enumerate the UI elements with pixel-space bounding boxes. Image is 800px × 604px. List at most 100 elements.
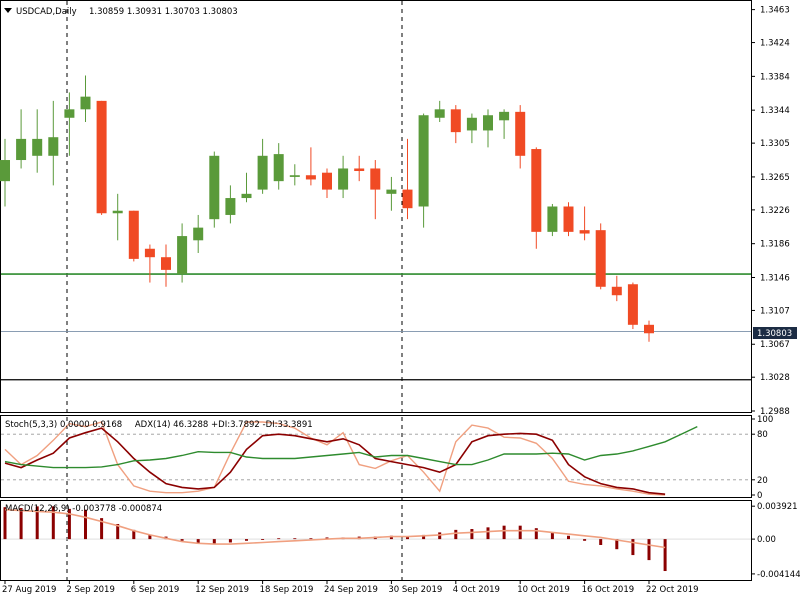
macd-bar (84, 509, 87, 540)
candle-body (64, 109, 75, 118)
candle (161, 244, 171, 287)
macd-bar (309, 538, 313, 540)
candle-body (225, 198, 236, 215)
candle (0, 138, 10, 207)
macd-bar (518, 525, 522, 540)
macd-bar (19, 508, 23, 540)
macd-bar (470, 529, 474, 540)
macd-tick-label: 0.00 (757, 535, 776, 545)
candle-body (370, 168, 381, 190)
macd-bar (196, 539, 200, 544)
candles (0, 75, 654, 342)
candle-body (48, 137, 59, 156)
candle (64, 92, 75, 156)
stoch-tick-label: 0 (757, 491, 762, 501)
candle-body (402, 189, 413, 209)
macd-label: MACD(12,26,9) -0.003778 -0.000874 (5, 504, 162, 514)
y-tick-label: 1.3028 (760, 373, 790, 383)
candle-body (418, 115, 429, 207)
macd-tick-label: -0.004144 (757, 570, 800, 580)
price-panel (0, 0, 752, 413)
macd-bars (3, 506, 667, 572)
macd-bar (293, 538, 297, 540)
candle-body (241, 193, 252, 199)
macd-bar (180, 539, 184, 541)
candle (354, 155, 365, 182)
candle-body (644, 324, 654, 334)
candle-body (0, 160, 10, 182)
candle (531, 147, 542, 249)
y-tick-label: 1.3344 (760, 106, 790, 116)
x-tick-label: 30 Sep 2019 (388, 585, 442, 595)
macd-bar (261, 539, 265, 540)
candle (611, 275, 622, 302)
candle (305, 147, 316, 186)
candle (177, 223, 188, 283)
macd-bar (486, 527, 490, 540)
candle-body (547, 206, 558, 232)
macd-bar (534, 528, 538, 540)
candle-body (499, 111, 510, 121)
macd-bar (67, 508, 71, 540)
macd-bar (567, 535, 570, 540)
candle-body (515, 111, 526, 156)
macd-tick-label: 0.003921 (757, 502, 798, 512)
x-tick-label: 16 Oct 2019 (582, 585, 635, 595)
period-separators (66, 1, 403, 580)
macd-bar (245, 539, 248, 541)
candle (579, 206, 590, 241)
candle (80, 75, 91, 122)
candle (32, 109, 43, 173)
symbol-title: USDCAD,Daily (16, 7, 77, 17)
candle (338, 155, 349, 199)
collapse-triangle-icon[interactable] (4, 8, 12, 13)
candle (193, 214, 204, 253)
ohlc-values: 1.30859 1.30931 1.30703 1.30803 (89, 7, 238, 17)
y-tick-label: 1.3186 (760, 240, 790, 250)
candle-body (483, 115, 493, 131)
y-tick-label: 1.3265 (760, 173, 790, 183)
macd-bar (422, 534, 426, 540)
candle (96, 100, 107, 215)
candle (209, 151, 220, 228)
candle (450, 105, 461, 144)
adx-line (4, 425, 698, 469)
macd-bar (663, 539, 667, 572)
macd-bar (51, 506, 55, 540)
macd-bar (631, 539, 635, 556)
x-tick-label: 10 Oct 2019 (517, 585, 570, 595)
candle (144, 244, 155, 283)
candle-body (611, 286, 622, 296)
candle (499, 109, 510, 139)
candle (547, 203, 558, 237)
stoch-panel (0, 415, 752, 498)
candle-body (531, 149, 542, 232)
candle (112, 193, 123, 241)
y-tick-label: 1.3384 (760, 72, 790, 82)
macd-bar (389, 535, 393, 540)
y-tick-label: 1.3146 (760, 273, 790, 283)
macd-bar (406, 536, 409, 540)
y-tick-label: 1.3226 (760, 206, 790, 216)
candle (322, 168, 332, 199)
macd-bar (148, 534, 152, 540)
y-tick-label: 1.3067 (760, 340, 790, 350)
candle-body (595, 230, 606, 287)
macd-bar (132, 529, 136, 540)
candle (257, 138, 268, 194)
candle (418, 113, 429, 228)
macd-bar (116, 523, 120, 540)
current-price-label: 1.30803 (757, 329, 792, 339)
candle-body (563, 206, 574, 232)
candle (402, 138, 413, 220)
candle-body (257, 155, 268, 190)
candle-body (289, 175, 300, 177)
y-tick-label: 1.3463 (760, 6, 790, 16)
candle-body (322, 172, 332, 190)
stoch-lines (4, 421, 698, 496)
candle-body (161, 257, 171, 270)
current-price-box (753, 327, 797, 340)
macd-bar (212, 539, 216, 545)
